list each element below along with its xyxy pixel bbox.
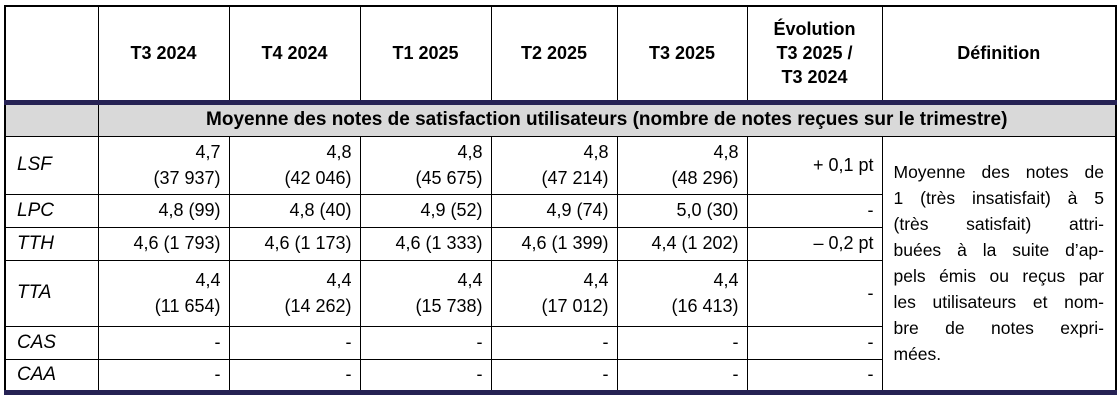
table-row-tth: TTH 4,6 (1 793) 4,6 (1 173) 4,6 (1 333) … — [4, 226, 1116, 261]
value-score: 4,8 — [457, 142, 483, 162]
definition-line: (très satisfait) attri- — [893, 214, 1105, 234]
value-cell: - — [97, 358, 230, 393]
value-count: (17 012) — [541, 296, 609, 316]
table-row-lpc: LPC 4,8 (99) 4,8 (40) 4,9 (52) 4,9 (74) … — [4, 193, 1116, 228]
row-label: TTH — [4, 226, 99, 261]
evolution-header-line3: T3 2024 — [781, 67, 848, 88]
evolution-header-line1: Évolution — [773, 19, 856, 40]
value-score: 4,4 — [326, 270, 352, 290]
value-cell: - — [490, 325, 618, 360]
value-cell: 4,4 (14 262) — [228, 259, 361, 327]
value-count: (42 046) — [284, 168, 352, 188]
evolution-header-line2: T3 2025 / — [776, 43, 853, 64]
quarter-header-t2-2025: T2 2025 — [490, 5, 618, 103]
row-label: LSF — [4, 135, 99, 195]
satisfaction-table: T3 2024 T4 2024 T1 2025 T2 2025 T3 2025 … — [4, 5, 1117, 395]
evolution-value: - — [746, 259, 883, 327]
evolution-header-cell: Évolution T3 2025 / T3 2024 — [746, 5, 883, 103]
value-count: (14 262) — [284, 296, 352, 316]
value-cell: - — [228, 358, 361, 393]
value-cell: 4,4 (16 413) — [616, 259, 748, 327]
value-score: 4,4 — [713, 270, 739, 290]
value-cell: - — [359, 325, 492, 360]
value-score: 4,4 — [583, 270, 609, 290]
value-score: 4,4 — [457, 270, 483, 290]
value-cell: 4,8 (48 296) — [616, 135, 748, 195]
value-cell: - — [616, 358, 748, 393]
value-count: (11 654) — [154, 296, 221, 316]
row-label: LPC — [4, 193, 99, 228]
quarter-header-t3-2025: T3 2025 — [616, 5, 748, 103]
value-cell: 4,6 (1 399) — [490, 226, 618, 261]
row-label: TTA — [4, 259, 99, 327]
value-count: (15 738) — [415, 296, 483, 316]
table-row-tta: TTA 4,4 (11 654) 4,4 (14 262) 4,4 (15 73… — [4, 259, 1116, 327]
value-cell: 4,4 (15 738) — [359, 259, 492, 327]
value-cell: 4,4 (1 202) — [616, 226, 748, 261]
value-count: (47 214) — [541, 168, 609, 188]
quarter-header-t1-2025: T1 2025 — [359, 5, 492, 103]
evolution-value: - — [746, 325, 883, 360]
quarter-header-t3-2024: T3 2024 — [97, 5, 230, 103]
value-cell: 4,8 (45 675) — [359, 135, 492, 195]
table-row-lsf: LSF 4,7 (37 937) 4,8 (42 046) 4,8 (45 67… — [4, 135, 1117, 393]
value-cell: 4,8 (40) — [228, 193, 361, 228]
evolution-value: - — [746, 358, 883, 393]
value-cell: 4,8 (47 214) — [490, 135, 618, 195]
value-cell: 4,6 (1 173) — [228, 226, 361, 261]
row-label: CAA — [4, 358, 99, 393]
value-score: 4,8 — [713, 142, 739, 162]
value-count: (16 413) — [671, 296, 739, 316]
value-score: 4,7 — [195, 142, 221, 162]
definition-line: mées. — [893, 344, 942, 364]
definition-line: Moyenne des notes de — [893, 162, 1105, 182]
value-cell: - — [490, 358, 618, 393]
banner-row: Moyenne des notes de satisfaction utilis… — [4, 99, 1117, 137]
value-count: (37 937) — [153, 168, 221, 188]
definition-line: pels émis ou reçus par — [893, 266, 1105, 286]
banner-corner-cell — [4, 99, 99, 137]
value-cell: - — [228, 325, 361, 360]
banner-cell: Moyenne des notes de satisfaction utilis… — [97, 99, 1117, 137]
value-cell: - — [97, 325, 230, 360]
value-cell: 4,8 (99) — [97, 193, 230, 228]
value-cell: 4,6 (1 333) — [359, 226, 492, 261]
value-count: (45 675) — [415, 168, 483, 188]
evolution-value: + 0,1 pt — [746, 135, 883, 195]
definition-line: buées à la suite d’ap- — [893, 240, 1105, 260]
value-cell: 5,0 (30) — [616, 193, 748, 228]
definition-line: 1 (très insatisfait) à 5 — [893, 188, 1105, 208]
value-cell: 4,4 (11 654) — [97, 259, 230, 327]
table-row-caa: CAA - - - - - - — [4, 358, 1116, 393]
value-score: 4,8 — [326, 142, 352, 162]
definition-text-cell: Moyenne des notes de 1 (très insatisfait… — [881, 135, 1117, 393]
value-cell: 4,9 (52) — [359, 193, 492, 228]
evolution-value: - — [746, 193, 883, 228]
definition-header-cell: Définition — [881, 5, 1117, 103]
value-cell: 4,9 (74) — [490, 193, 618, 228]
value-cell: 4,8 (42 046) — [228, 135, 361, 195]
value-score: 4,8 — [583, 142, 609, 162]
value-count: (48 296) — [671, 168, 739, 188]
row-label: CAS — [4, 325, 99, 360]
definition-line: les utilisateurs et nom- — [893, 292, 1105, 312]
corner-header-cell — [4, 5, 99, 103]
value-cell: - — [359, 358, 492, 393]
value-cell: 4,7 (37 937) — [97, 135, 230, 195]
evolution-value: – 0,2 pt — [746, 226, 883, 261]
value-cell: 4,6 (1 793) — [97, 226, 230, 261]
table-header-row: T3 2024 T4 2024 T1 2025 T2 2025 T3 2025 … — [4, 5, 1117, 103]
value-cell: 4,4 (17 012) — [490, 259, 618, 327]
quarter-header-t4-2024: T4 2024 — [228, 5, 361, 103]
value-score: 4,4 — [195, 270, 221, 290]
value-cell: - — [616, 325, 748, 360]
definition-line: bre de notes expri- — [893, 318, 1105, 338]
